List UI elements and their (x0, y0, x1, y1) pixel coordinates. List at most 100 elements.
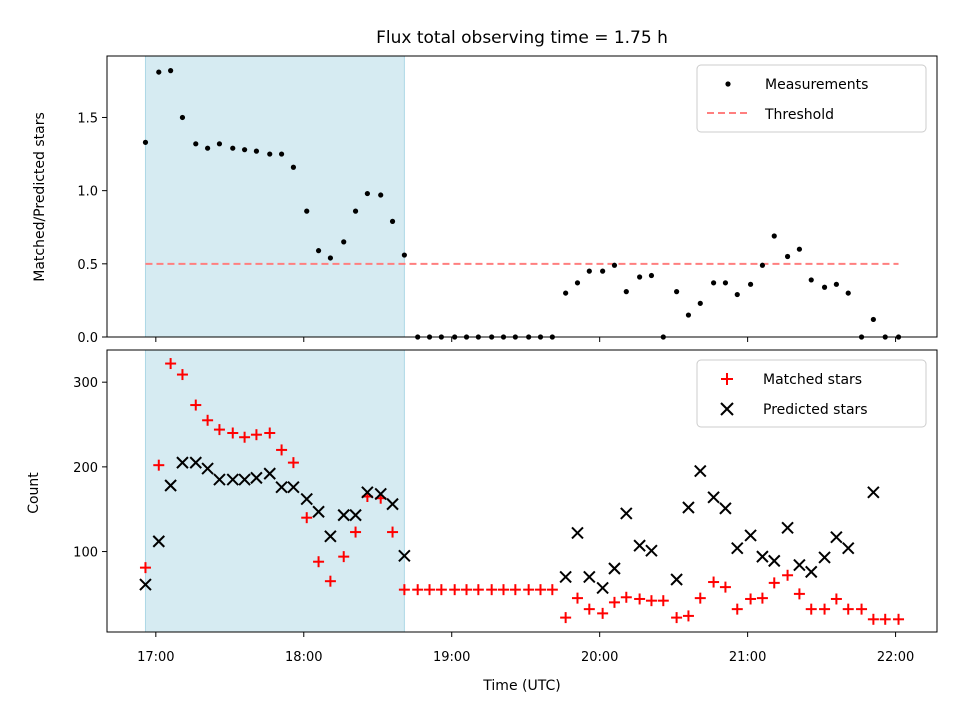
predicted-star-point (559, 570, 572, 584)
predicted-star-point (670, 573, 683, 586)
measurement-point (833, 281, 839, 287)
top-ytick-label: 1.0 (77, 185, 98, 200)
predicted-star-point (583, 570, 596, 584)
predicted-star-point (633, 539, 646, 552)
legend-predicted-marker (720, 402, 734, 416)
measurement-point (253, 148, 260, 154)
predicted-star-point (744, 529, 757, 542)
predicted-star-point (830, 530, 843, 544)
predicted-star-point (719, 502, 732, 515)
top-legend-box (696, 64, 927, 133)
predicted-star-point (250, 471, 263, 485)
predicted-star-point (398, 549, 411, 562)
predicted-star-point (275, 480, 288, 494)
bottom-xtick-label: 18:00 (285, 650, 322, 665)
matched-star-point (634, 593, 646, 605)
matched-star-point (435, 584, 447, 596)
predicted-star-point (571, 526, 584, 540)
measurement-point (193, 141, 199, 147)
chart-title: Flux total observing time = 1.75 h (376, 28, 668, 48)
matched-star-point (139, 562, 151, 574)
predicted-star-point (349, 508, 362, 522)
bottom-panel: 100 200 300 17:00 18:00 19:00 20:00 21:00 22:00… (26, 349, 938, 694)
bottom-ytick-label: 100 (73, 546, 98, 561)
bottom-legend: Matched stars Predicted stars (696, 359, 927, 428)
matched-star-point (671, 612, 683, 624)
matched-star-point (560, 612, 572, 624)
matched-star-point (793, 588, 805, 600)
predicted-star-point (694, 464, 707, 478)
matched-star-point (239, 431, 251, 443)
predicted-star-point (312, 505, 325, 518)
top-ylabel: Matched/Predicted stars (32, 112, 48, 282)
matched-star-point (597, 607, 609, 619)
predicted-star-point (176, 456, 189, 469)
matched-star-point (867, 613, 879, 625)
measurement-point (352, 208, 359, 214)
measurement-point (845, 290, 851, 296)
matched-star-point (287, 457, 299, 469)
matched-star-point (879, 613, 891, 625)
measurement-point (771, 233, 777, 239)
matched-star-point (842, 603, 854, 615)
matched-star-point (571, 592, 583, 604)
matched-star-point (227, 427, 239, 439)
matched-star-point (534, 584, 546, 596)
matched-star-point (856, 603, 868, 615)
predicted-star-point (596, 581, 609, 595)
bottom-xtick-label: 22:00 (877, 650, 914, 665)
matched-star-point (213, 424, 225, 436)
matched-star-point (546, 584, 558, 596)
measurement-point (637, 274, 643, 280)
matched-star-point (202, 414, 214, 426)
matched-star-point (768, 577, 780, 589)
matched-star-point (398, 584, 410, 596)
measurement-point (623, 289, 629, 295)
measurement-point (722, 280, 729, 286)
measurement-point (821, 284, 828, 290)
measurement-point (156, 69, 162, 75)
measurement-point (241, 147, 248, 153)
top-plot-frame (106, 55, 938, 338)
predicted-star-point (756, 550, 769, 563)
predicted-star-point (842, 541, 855, 555)
top-legend: Measurements Threshold (696, 64, 927, 133)
predicted-star-point (608, 562, 621, 575)
measurement-point (784, 253, 791, 260)
measurement-point (697, 300, 703, 306)
measurement-point (378, 192, 384, 198)
bottom-xtick-label: 21:00 (729, 650, 766, 665)
matched-star-point (830, 593, 842, 605)
predicted-star-point (201, 462, 214, 475)
measurement-point (216, 141, 223, 147)
predicted-star-point (818, 551, 831, 564)
legend-matched-marker (721, 373, 733, 385)
measurement-point (747, 281, 754, 287)
measurement-point (870, 316, 876, 323)
matched-star-point (424, 584, 436, 596)
predicted-star-point (707, 491, 720, 504)
predicted-star-point (682, 501, 695, 514)
matched-star-point (350, 526, 362, 538)
predicted-star-point (238, 473, 251, 486)
legend-measurements-label: Measurements (765, 77, 868, 93)
bottom-xtick-label: 19:00 (433, 650, 470, 665)
matched-star-point (819, 603, 831, 615)
measurement-point (168, 68, 174, 74)
predicted-star-point (300, 492, 313, 506)
measurement-point (808, 277, 814, 283)
predicted-star-point (164, 479, 177, 492)
matched-star-point (486, 584, 498, 596)
predicted-stars-series (139, 456, 880, 595)
matched-star-point (782, 569, 794, 581)
matched-star-point (387, 526, 399, 538)
bottom-xtick-label: 17:00 (137, 650, 174, 665)
predicted-star-point (768, 554, 781, 568)
predicted-star-point (805, 565, 818, 579)
matched-star-point (338, 551, 350, 563)
measurement-point (315, 248, 322, 254)
legend-matched-label: Matched stars (763, 372, 862, 388)
measurement-point (685, 312, 692, 318)
predicted-star-point (731, 541, 744, 555)
